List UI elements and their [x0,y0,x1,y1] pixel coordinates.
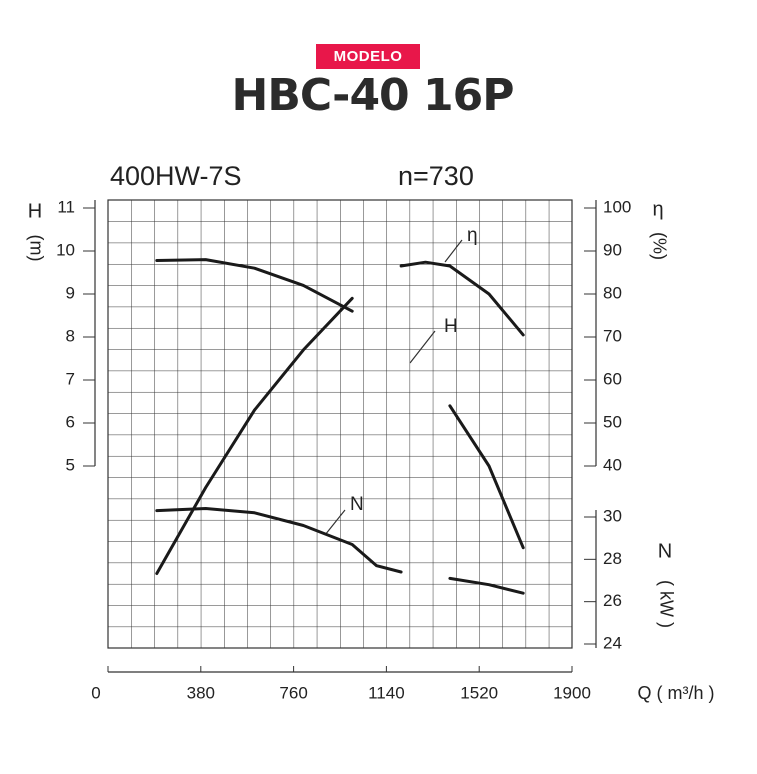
y3-axis-unit: ( kW ) [656,580,676,628]
y3-tick-label: 28 [603,549,622,568]
y2-axis-label: η [652,198,663,220]
curve [155,258,525,550]
y2-tick-label: 50 [603,412,622,431]
y-tick-label: 9 [66,283,75,302]
curve [155,507,525,595]
x-tick-label: 1520 [460,683,498,702]
y2-tick-label: 70 [603,326,622,345]
curve-label: η [467,225,478,246]
curve-label: N [350,494,364,515]
y-tick-label: 6 [66,412,75,431]
x-tick-label: 1900 [553,683,591,702]
chart-title: 400HW-7S [110,161,242,191]
axis-lines [94,200,597,673]
curve-label: H [444,316,458,337]
y-axis-unit: (m) [26,235,46,262]
y-tick-label: 8 [66,326,75,345]
y3-tick-label: 24 [603,633,622,652]
plot-grid [107,199,573,649]
y3-tick-label: 30 [603,506,622,525]
y2-tick-label: 60 [603,369,622,388]
y-tick-label: 5 [66,455,75,474]
y3-axis-label: N [658,540,672,562]
x-axis-label: Q ( m³/h ) [638,683,715,703]
model-badge: MODELO [316,44,420,69]
y-tick-label: 10 [56,240,75,259]
x-tick-label: 1140 [368,683,405,702]
y-tick-label: 7 [66,369,75,388]
y-axis-label: H [28,200,42,222]
curve-leaders [324,239,463,536]
chart-subtitle: n=730 [398,161,474,191]
curve [155,260,525,575]
y3-tick-label: 26 [603,591,622,610]
model-title: HBC-40 16P [231,70,515,121]
x-tick-label: 760 [279,683,307,702]
y2-axis-unit: (%) [649,232,669,260]
x-tick-label: 0 [91,683,100,702]
y2-tick-label: 80 [603,283,622,302]
y-tick-label: 11 [57,197,75,216]
y2-tick-label: 40 [603,455,622,474]
x-tick-label: 380 [187,683,215,702]
y2-tick-label: 100 [603,197,631,216]
y2-tick-label: 90 [603,240,622,259]
